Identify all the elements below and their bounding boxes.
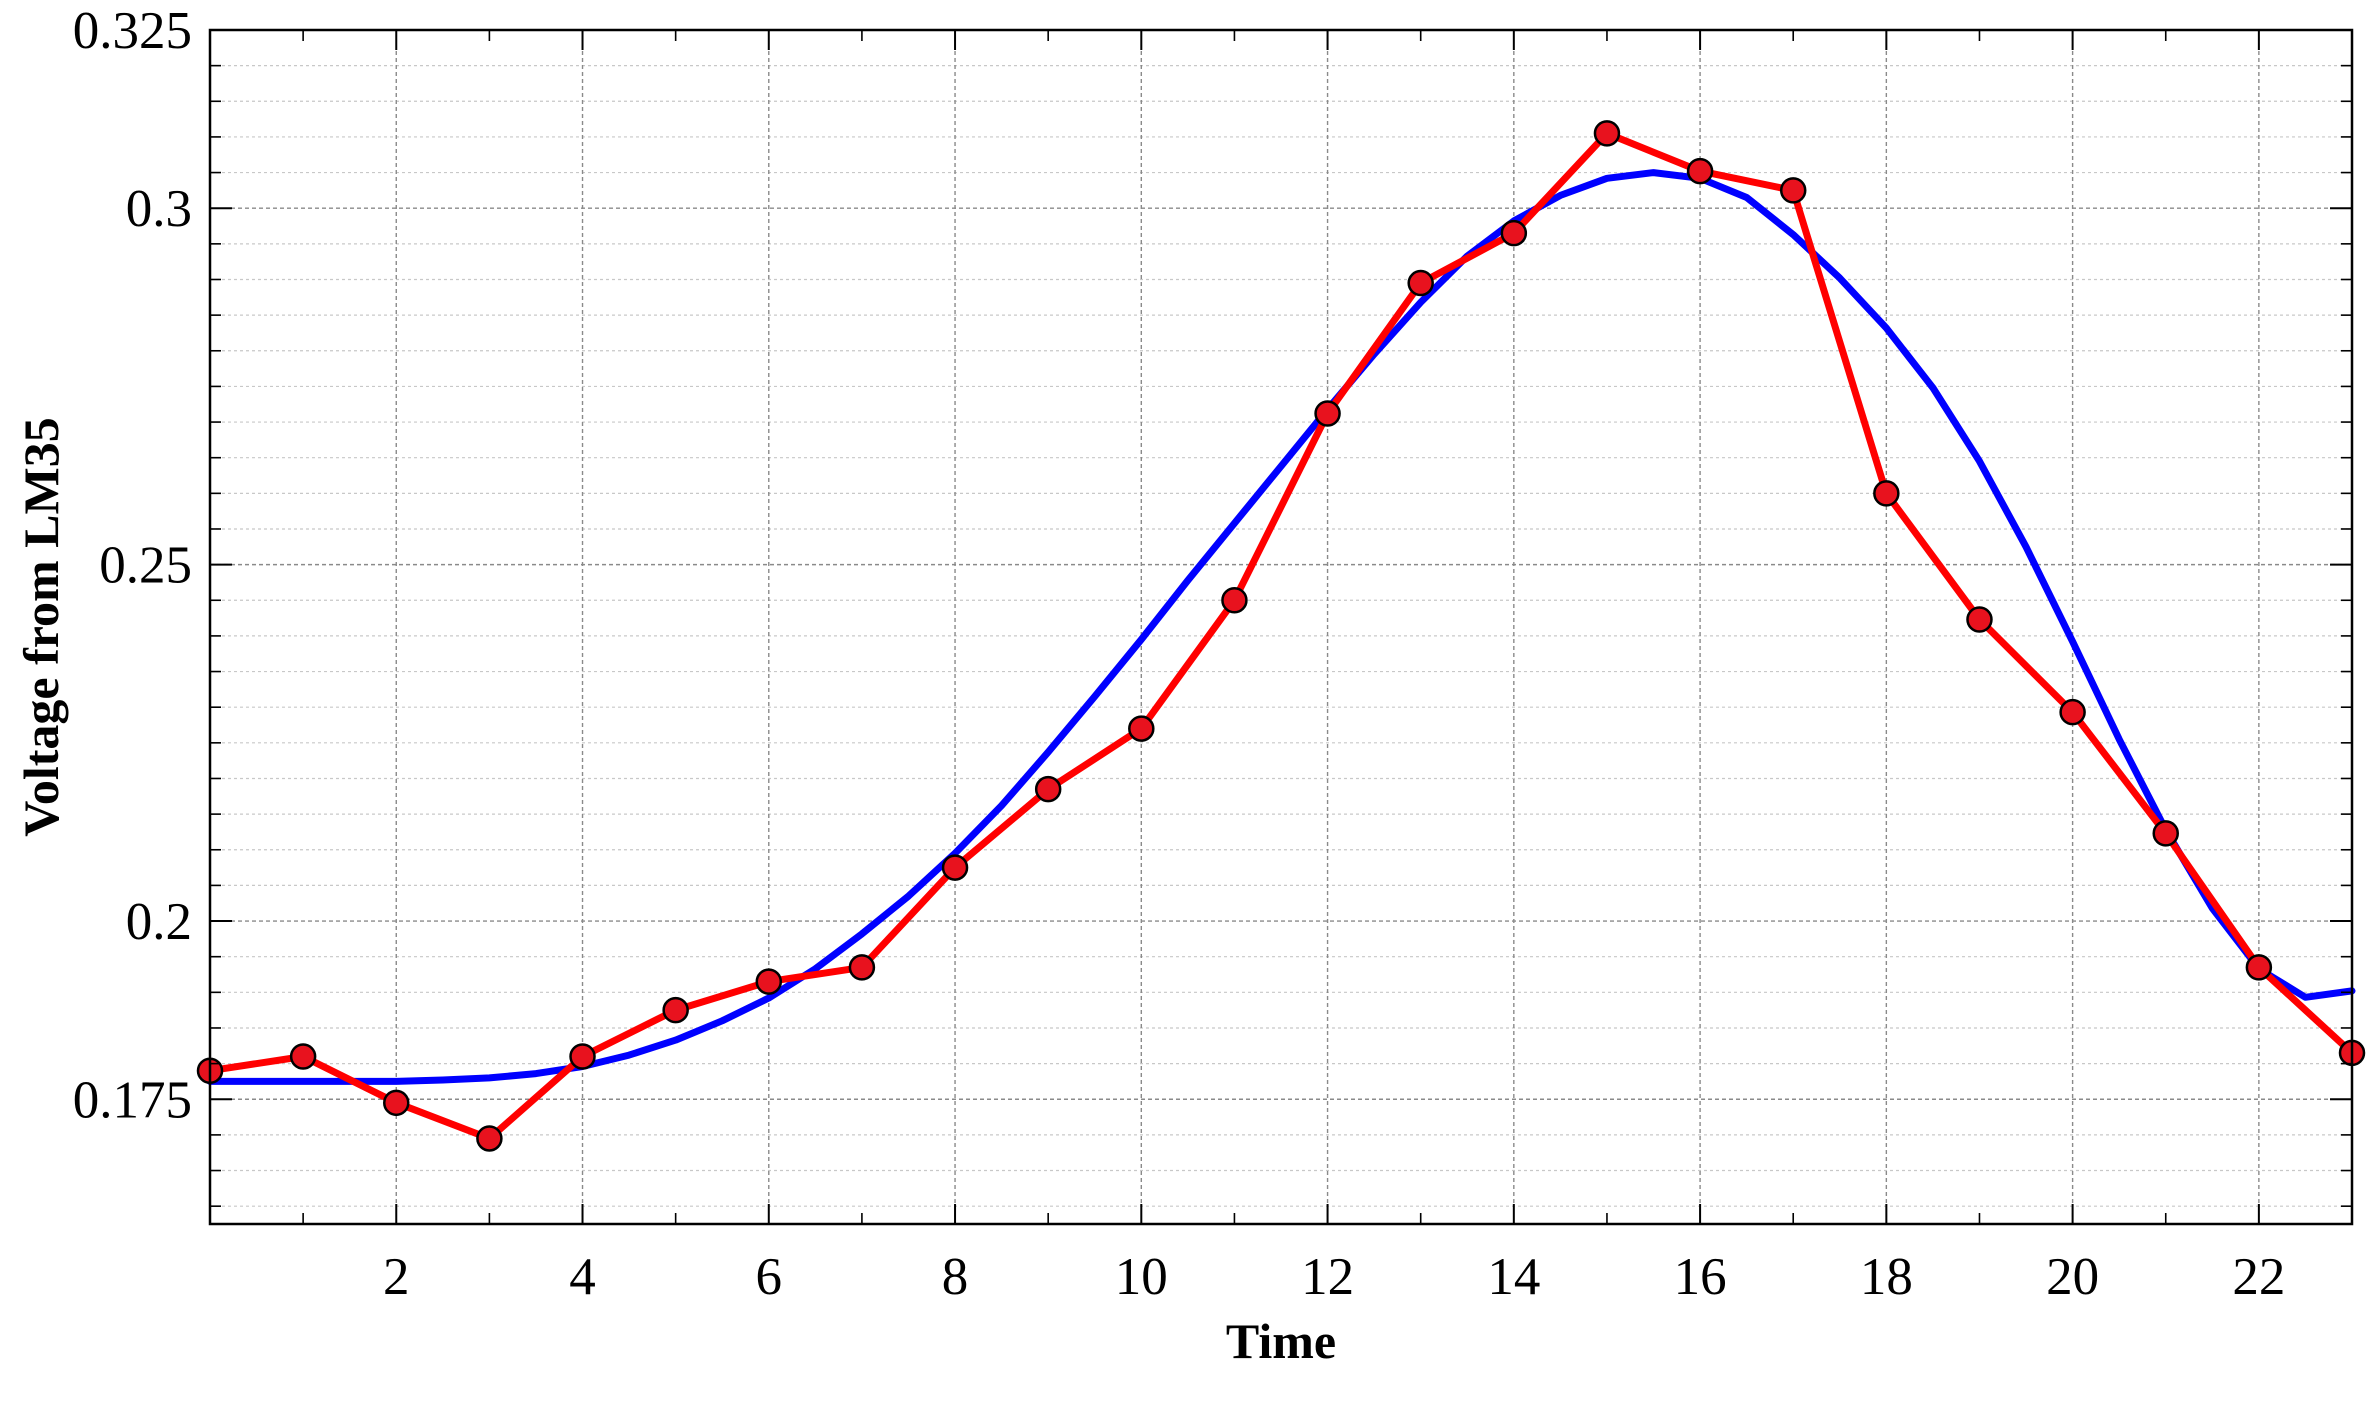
plot-frame xyxy=(208,28,2354,1226)
y-tick-label: 0.325 xyxy=(73,2,192,60)
y-tick-label: 0.2 xyxy=(126,893,192,951)
x-tick-label: 8 xyxy=(942,1248,969,1306)
x-tick-label: 4 xyxy=(569,1248,596,1306)
x-tick-label: 20 xyxy=(2046,1248,2099,1306)
x-tick-label: 14 xyxy=(1487,1248,1540,1306)
minor-gridlines xyxy=(210,65,2352,1207)
x-tick-label: 6 xyxy=(756,1248,783,1306)
y-tick-label: 0.25 xyxy=(99,537,192,595)
data-point xyxy=(1500,219,1528,247)
data-point xyxy=(1407,269,1434,297)
data-point xyxy=(1966,606,1993,633)
y-axis-title: Voltage from LM35 xyxy=(13,417,69,836)
data-point xyxy=(755,968,783,995)
data-point xyxy=(848,954,876,981)
x-tick-label: 12 xyxy=(1301,1248,1354,1306)
data-point xyxy=(1873,480,1900,507)
data-point xyxy=(1686,157,1714,185)
y-axis-ticks: 0.175 0.2 0.25 0.3 0.325 xyxy=(73,2,2352,1207)
series-line-1 xyxy=(206,169,2356,1085)
data-point xyxy=(383,1089,410,1117)
y-tick-label: 0.3 xyxy=(126,180,192,238)
y-tick-label: 0.175 xyxy=(73,1071,192,1129)
data-point xyxy=(2059,698,2086,726)
data-point xyxy=(1314,400,1341,427)
data-point xyxy=(941,854,969,881)
data-point xyxy=(1128,715,1155,742)
x-axis-title: Time xyxy=(1226,1313,1336,1369)
x-tick-label: 2 xyxy=(383,1248,410,1306)
data-point xyxy=(1221,587,1248,614)
data-point xyxy=(1593,120,1621,147)
data-point xyxy=(1034,775,1062,803)
x-axis-ticks: 2 4 6 8 10 12 14 16 18 20 22 xyxy=(302,30,2285,1306)
data-point xyxy=(289,1043,317,1070)
x-tick-label: 16 xyxy=(1674,1248,1727,1306)
data-point xyxy=(2245,954,2273,981)
x-tick-label: 10 xyxy=(1115,1248,1168,1306)
data-point xyxy=(476,1125,503,1152)
data-point xyxy=(2152,820,2179,847)
x-tick-label: 22 xyxy=(2232,1248,2285,1306)
x-tick-label: 18 xyxy=(1860,1248,1913,1306)
major-gridlines xyxy=(210,29,2352,1224)
data-point xyxy=(569,1043,596,1070)
data-point xyxy=(1779,177,1807,204)
data-point xyxy=(662,996,689,1024)
series-layer xyxy=(196,120,2366,1152)
series-line-0 xyxy=(206,129,2356,1142)
